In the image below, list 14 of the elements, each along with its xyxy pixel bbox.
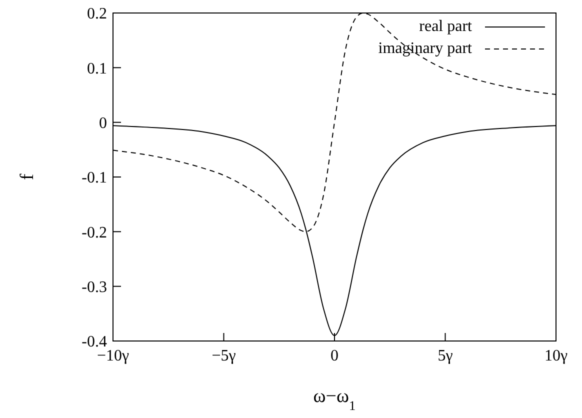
y-tick-label: -0.1 <box>82 170 107 187</box>
x-tick-label: −5γ <box>212 347 236 364</box>
x-tick-label: 5γ <box>438 347 453 364</box>
y-tick-label: -0.2 <box>82 224 107 242</box>
y-tick-label: 0.2 <box>87 6 107 23</box>
x-axis-title: ω−ω$_{1}$ <box>313 386 356 412</box>
x-tick-label: 10γ <box>544 347 568 364</box>
y-axis-title: f <box>17 173 38 180</box>
x-tick-label: 0 <box>330 347 338 364</box>
legend-label: real part <box>419 17 472 37</box>
y-tick-label: -0.3 <box>82 279 107 296</box>
y-tick-label: 0.1 <box>87 60 107 78</box>
legend-label: imaginary part <box>378 39 472 59</box>
y-tick-label: 0 <box>99 115 107 132</box>
